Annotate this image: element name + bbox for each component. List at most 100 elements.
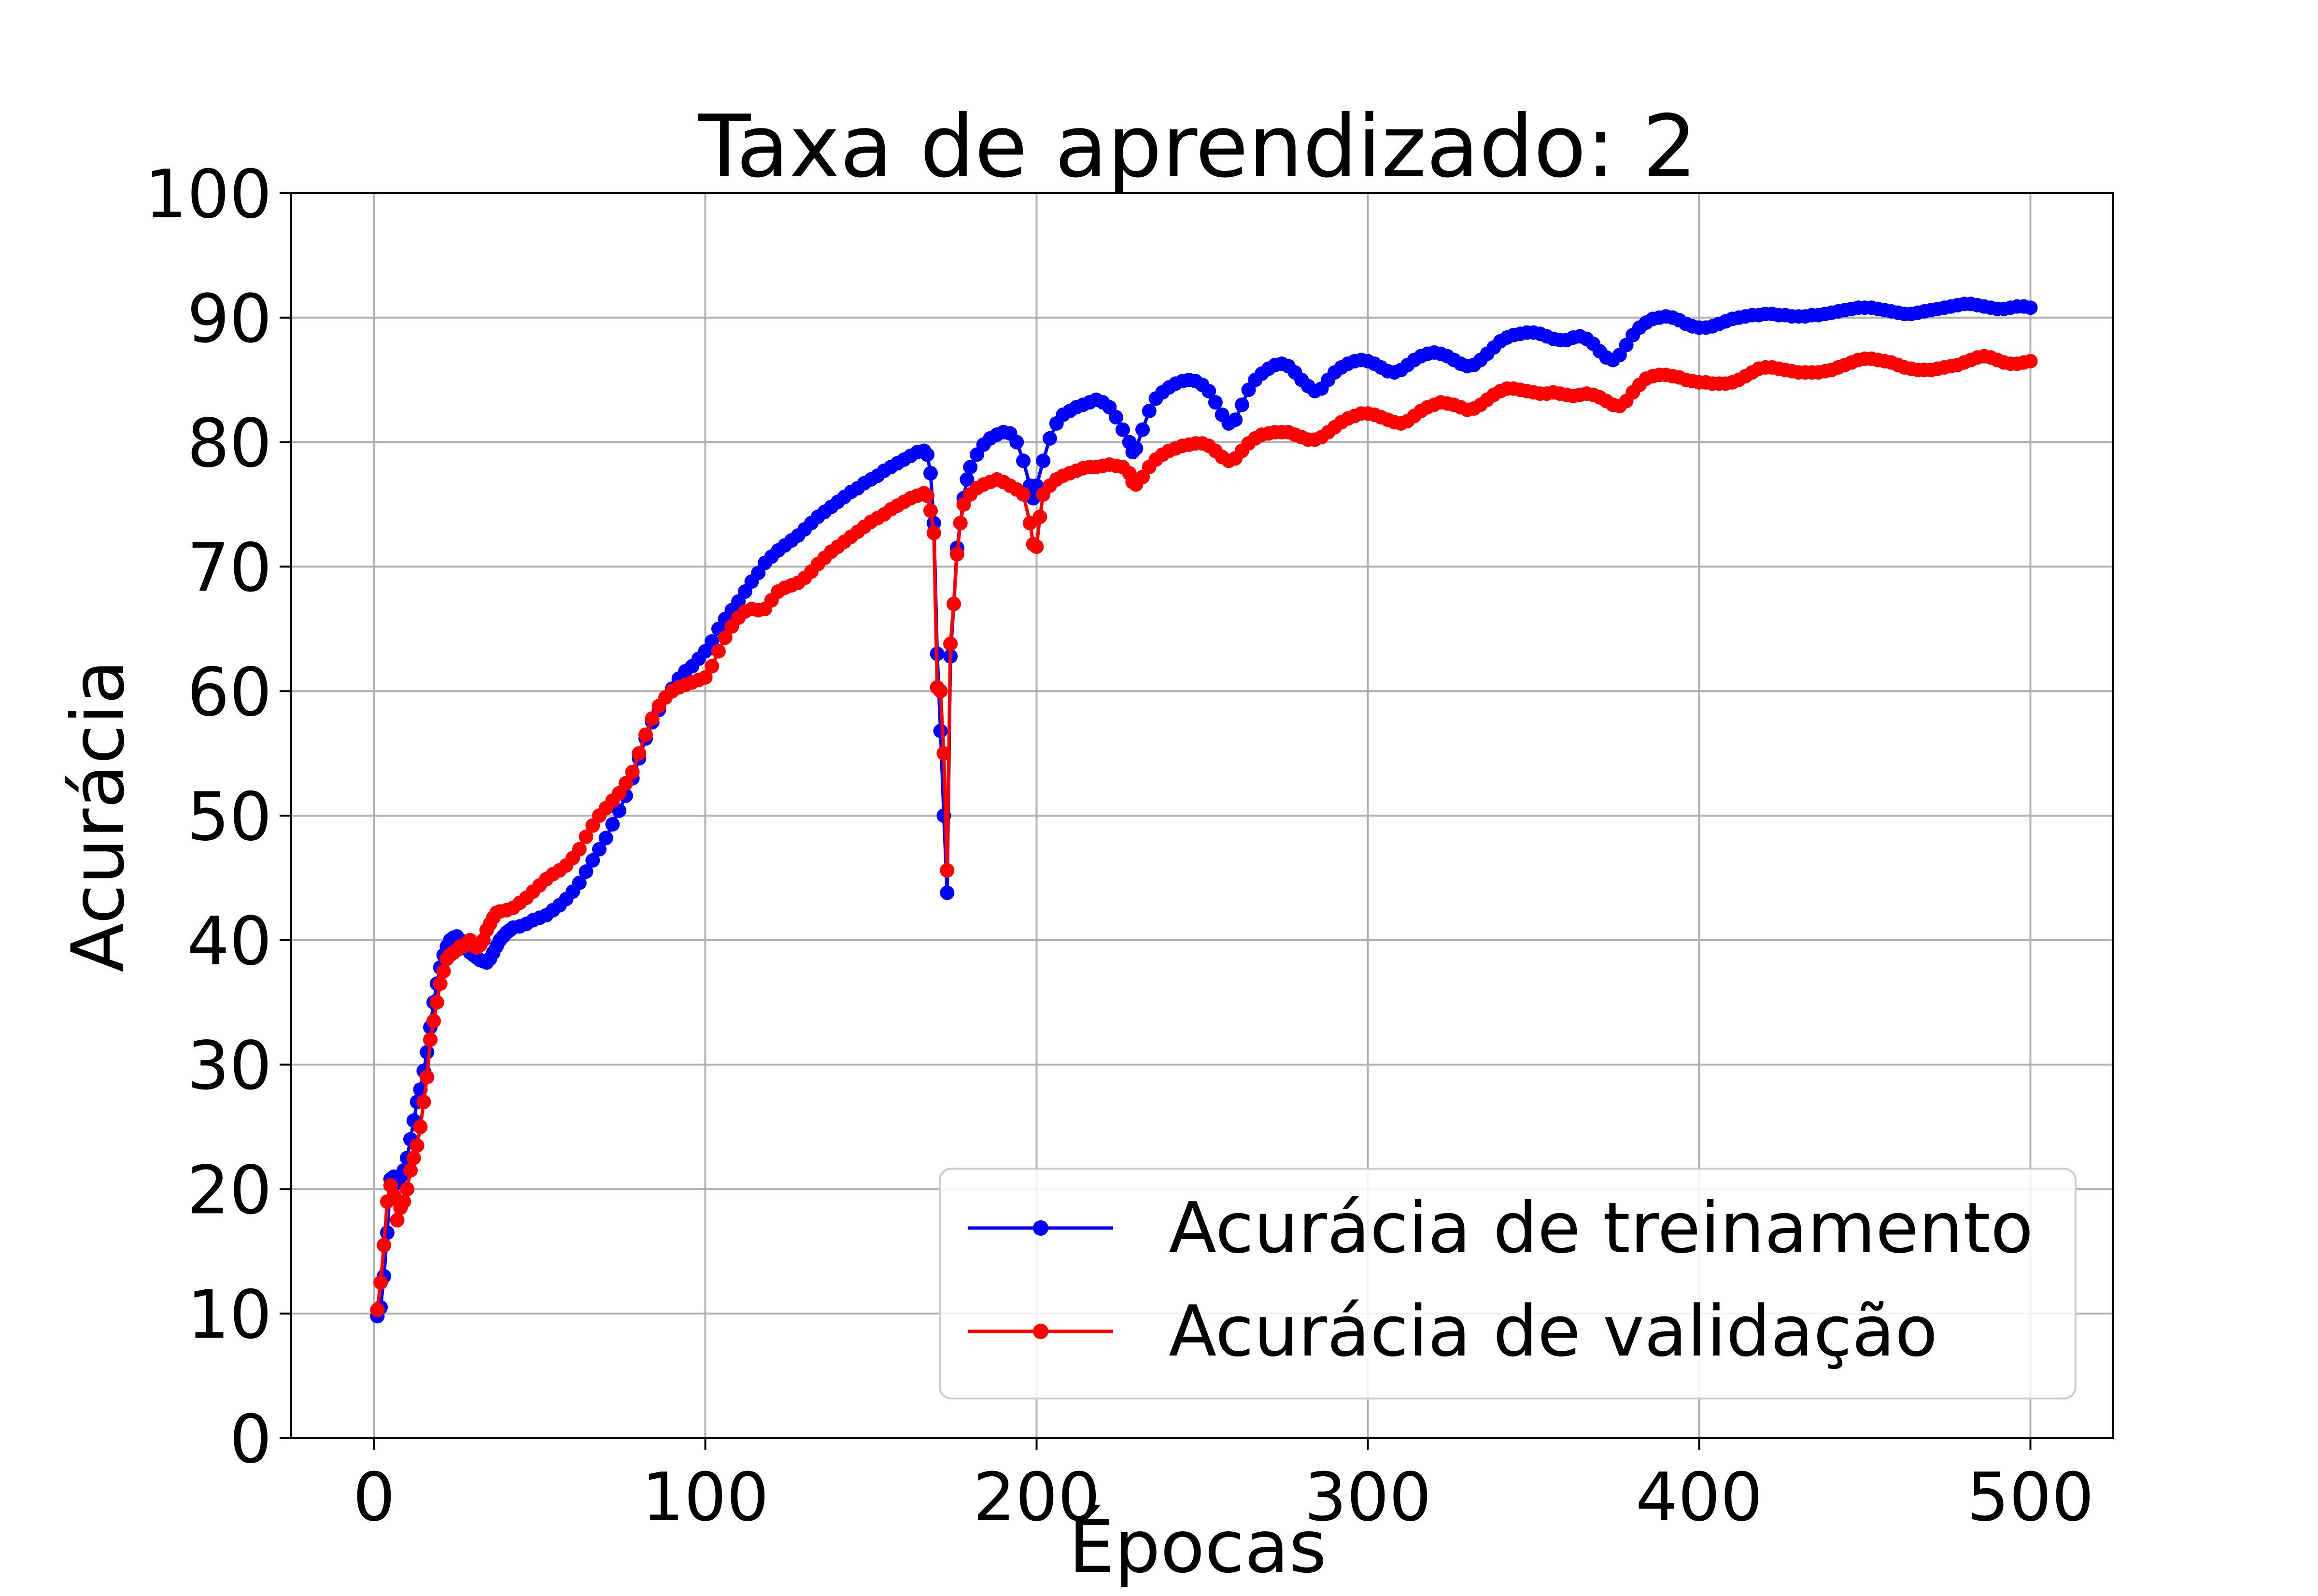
y-tick-label: 50 [187,778,272,856]
legend-label-train: Acurácia de treinamento [1169,1187,2033,1269]
y-tick-label: 10 [187,1276,272,1354]
data-point [406,1150,421,1165]
data-point [420,1045,435,1059]
data-point [953,516,968,531]
data-point [963,460,978,475]
series-1 [370,349,2038,1317]
y-tick-label: 80 [187,405,272,482]
data-point [1142,404,1157,419]
x-tick-label: 200 [973,1458,1100,1536]
data-point [377,1238,392,1253]
data-point [390,1213,405,1228]
data-point [400,1182,415,1197]
data-point [920,447,935,462]
data-point [1208,395,1223,410]
data-point [572,842,587,857]
data-point [420,1070,435,1085]
data-point [429,995,444,1010]
data-point [711,644,726,659]
data-point [436,964,451,979]
data-point [933,723,948,738]
legend-box [939,1168,2077,1399]
data-point [579,829,594,844]
data-point [585,853,600,868]
data-point [618,776,633,791]
data-point [625,764,640,779]
data-point [1036,453,1051,468]
y-tick-label: 60 [187,653,272,731]
data-point [1016,487,1031,502]
data-point [1029,539,1044,554]
y-tick-label: 40 [187,903,272,980]
x-axis-label: Épocas [1069,1505,1327,1589]
data-point [923,503,938,518]
data-point [940,863,955,878]
data-point [1109,410,1124,424]
data-point [433,976,448,991]
data-point [943,636,958,651]
data-point [423,1032,438,1047]
data-point [579,864,594,879]
x-tick-label: 500 [1967,1458,2094,1536]
data-point [403,1163,418,1178]
data-point [718,630,733,645]
x-tick-label: 400 [1636,1458,1763,1536]
data-point [632,746,647,761]
data-point [1032,509,1047,524]
x-tick-label: 0 [353,1458,396,1536]
data-point [373,1275,388,1290]
data-point [949,547,964,562]
chart-title: Taxa de aprendizado: 2 [698,97,1697,197]
data-point [698,670,713,685]
data-point [2023,354,2038,368]
data-point [572,876,587,890]
y-tick-label: 30 [187,1027,272,1105]
data-point [598,831,613,846]
data-point [370,1302,385,1317]
data-point [936,746,951,761]
data-point [1228,412,1243,427]
data-point [1234,397,1249,412]
data-point [947,596,961,611]
y-tick-label: 70 [187,529,272,607]
data-point [410,1138,424,1153]
data-point [920,488,935,503]
data-point [1129,441,1144,456]
legend-marker-train [1033,1220,1048,1236]
data-point [926,525,941,540]
data-point [1201,383,1216,398]
data-point [933,684,948,699]
series-group [370,297,2038,1324]
data-point [2023,300,2038,315]
data-point [1042,431,1057,446]
data-point [426,1014,441,1029]
data-point [923,466,938,480]
data-point [605,817,620,832]
data-point [705,659,720,674]
legend: Acurácia de treinamento Acurácia de vali… [939,1168,2077,1399]
data-point [638,727,653,742]
data-point [396,1194,411,1209]
data-point [592,842,607,857]
x-tick-label: 300 [1304,1458,1431,1536]
y-tick-label: 0 [229,1400,272,1478]
data-point [1016,453,1031,468]
data-point [413,1119,428,1134]
data-point [960,472,975,487]
x-tick-label: 100 [642,1458,769,1536]
data-point [1115,422,1130,437]
y-tick-label: 20 [187,1151,272,1229]
y-axis-label: Acurácia [57,660,141,972]
data-point [380,1225,395,1240]
legend-marker-val [1033,1324,1048,1339]
data-point [1135,422,1150,437]
data-point [1009,435,1024,450]
data-point [416,1094,431,1109]
data-point [940,885,955,900]
data-point [645,711,660,726]
y-tick-label: 100 [145,155,272,233]
legend-label-val: Acurácia de validação [1169,1291,1937,1372]
y-tick-label: 90 [187,280,272,358]
